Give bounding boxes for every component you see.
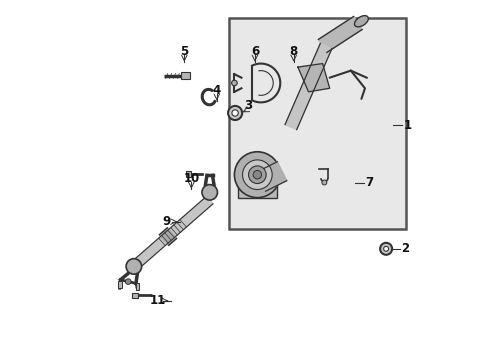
Circle shape [380,243,392,255]
Bar [136,283,139,291]
Circle shape [253,171,262,179]
Circle shape [232,110,238,116]
Circle shape [243,160,272,189]
Circle shape [322,180,327,185]
Circle shape [234,152,280,198]
Bar [132,293,139,298]
Polygon shape [256,162,287,191]
Text: 5: 5 [180,45,189,58]
Circle shape [125,279,131,284]
Circle shape [248,166,266,184]
Text: 2: 2 [401,242,410,255]
Polygon shape [298,64,330,92]
Bar [118,280,122,288]
Polygon shape [285,44,332,130]
Text: 10: 10 [183,172,199,185]
Bar [238,171,277,198]
Text: 9: 9 [163,215,171,228]
Bar [181,72,190,80]
Text: 7: 7 [365,176,373,189]
Text: 8: 8 [290,45,298,58]
Circle shape [228,106,242,120]
Text: 6: 6 [251,45,259,58]
Bar [229,18,406,229]
Polygon shape [318,17,362,53]
Circle shape [232,80,237,86]
Text: 4: 4 [213,84,221,96]
Polygon shape [159,228,176,246]
Text: 1: 1 [403,119,411,132]
Ellipse shape [354,15,368,27]
Polygon shape [131,197,213,270]
Bar [186,171,191,177]
Circle shape [202,185,218,200]
Text: 11: 11 [149,294,166,307]
Text: 3: 3 [244,99,252,112]
Circle shape [384,246,389,251]
Circle shape [126,259,142,274]
